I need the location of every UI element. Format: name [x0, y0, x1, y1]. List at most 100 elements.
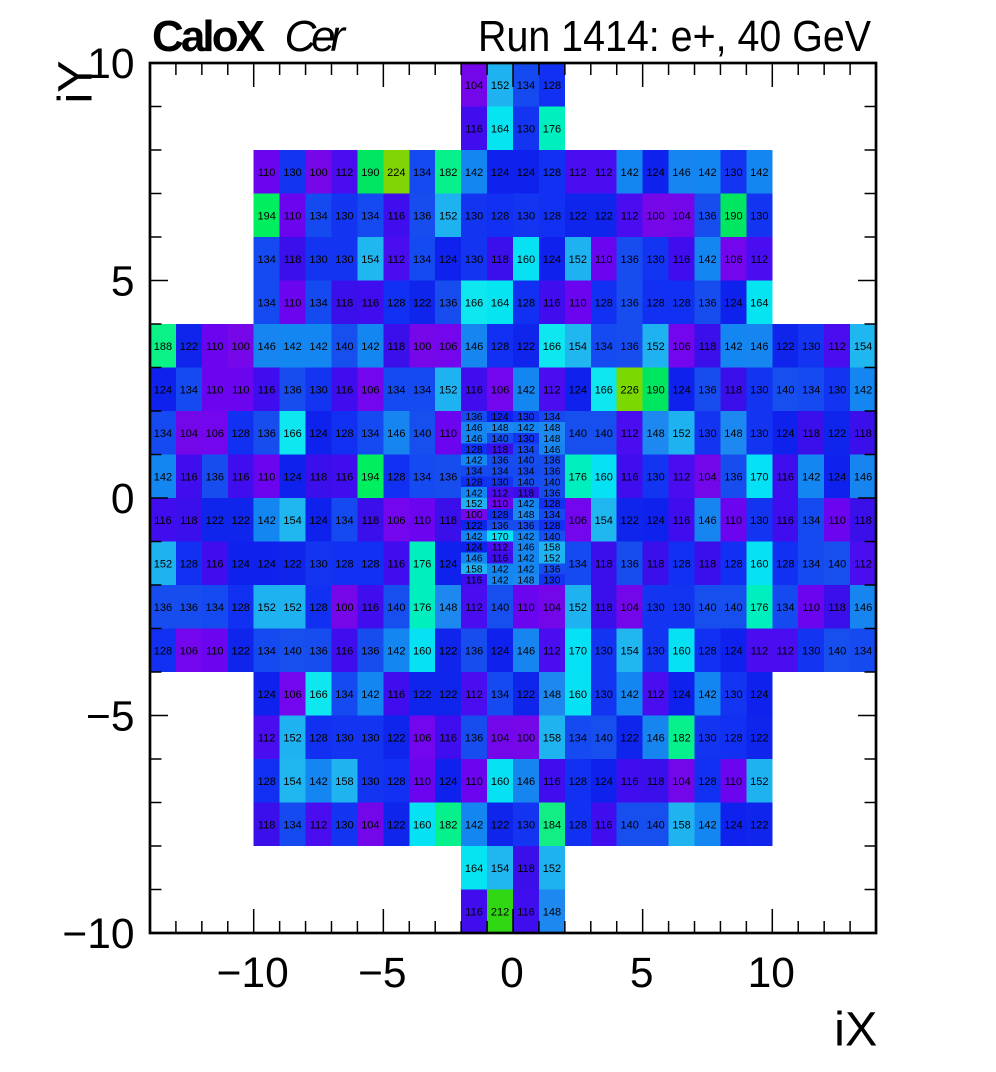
svg-text:112: 112: [310, 819, 328, 831]
svg-text:112: 112: [828, 341, 846, 353]
svg-text:128: 128: [543, 521, 560, 532]
svg-text:146: 146: [672, 167, 690, 179]
svg-text:118: 118: [336, 297, 354, 309]
svg-text:118: 118: [647, 776, 665, 788]
svg-text:136: 136: [465, 732, 483, 744]
svg-text:158: 158: [335, 776, 353, 788]
svg-text:134: 134: [413, 254, 431, 266]
svg-text:128: 128: [387, 776, 405, 788]
svg-text:106: 106: [387, 515, 405, 527]
svg-text:116: 116: [492, 554, 509, 565]
svg-text:130: 130: [646, 254, 664, 266]
svg-text:128: 128: [309, 602, 327, 614]
svg-text:136: 136: [543, 467, 560, 478]
svg-text:164: 164: [491, 297, 509, 309]
svg-text:224: 224: [387, 167, 405, 179]
svg-text:152: 152: [569, 254, 587, 266]
svg-text:128: 128: [154, 645, 172, 657]
svg-text:128: 128: [491, 210, 509, 222]
svg-text:122: 122: [750, 819, 768, 831]
svg-text:124: 124: [672, 689, 690, 701]
svg-text:164: 164: [491, 123, 509, 135]
svg-text:100: 100: [517, 732, 535, 744]
svg-text:142: 142: [698, 689, 716, 701]
svg-text:110: 110: [413, 515, 431, 527]
svg-text:146: 146: [543, 445, 560, 456]
svg-text:122: 122: [232, 515, 250, 527]
svg-text:182: 182: [439, 167, 457, 179]
svg-text:112: 112: [854, 558, 872, 570]
svg-text:110: 110: [232, 384, 250, 396]
svg-text:122: 122: [466, 521, 483, 532]
svg-text:110: 110: [206, 384, 224, 396]
svg-text:128: 128: [361, 558, 379, 570]
svg-text:130: 130: [543, 575, 560, 586]
svg-text:110: 110: [828, 515, 846, 527]
svg-text:134: 134: [569, 558, 587, 570]
svg-text:130: 130: [724, 167, 742, 179]
svg-text:106: 106: [439, 341, 457, 353]
svg-text:154: 154: [283, 515, 301, 527]
svg-text:130: 130: [465, 254, 483, 266]
svg-text:134: 134: [517, 467, 534, 478]
svg-text:148: 148: [543, 689, 561, 701]
svg-text:170: 170: [491, 532, 508, 543]
svg-text:148: 148: [543, 434, 560, 445]
svg-text:140: 140: [621, 819, 639, 831]
svg-text:146: 146: [517, 543, 534, 554]
svg-text:112: 112: [569, 167, 587, 179]
svg-text:130: 130: [698, 732, 716, 744]
svg-text:176: 176: [413, 602, 431, 614]
svg-text:134: 134: [283, 819, 301, 831]
svg-text:130: 130: [361, 776, 379, 788]
svg-text:110: 110: [492, 499, 509, 510]
svg-text:122: 122: [517, 341, 535, 353]
svg-text:160: 160: [517, 254, 535, 266]
svg-text:112: 112: [543, 645, 561, 657]
svg-text:130: 130: [517, 434, 534, 445]
svg-text:124: 124: [646, 167, 664, 179]
svg-text:106: 106: [361, 384, 379, 396]
svg-text:134: 134: [543, 412, 560, 423]
svg-text:136: 136: [698, 384, 716, 396]
svg-text:146: 146: [698, 515, 716, 527]
svg-text:136: 136: [543, 488, 560, 499]
svg-text:136: 136: [361, 645, 379, 657]
svg-text:130: 130: [750, 515, 768, 527]
svg-text:128: 128: [257, 776, 275, 788]
svg-text:130: 130: [335, 732, 353, 744]
svg-text:130: 130: [309, 558, 327, 570]
svg-text:128: 128: [466, 445, 483, 456]
svg-text:140: 140: [595, 428, 613, 440]
svg-text:142: 142: [309, 776, 327, 788]
svg-text:170: 170: [750, 471, 768, 483]
svg-text:140: 140: [387, 602, 405, 614]
svg-text:0: 0: [111, 476, 135, 523]
svg-text:128: 128: [672, 558, 690, 570]
svg-text:136: 136: [154, 602, 172, 614]
svg-text:142: 142: [465, 167, 483, 179]
svg-text:190: 190: [646, 384, 664, 396]
svg-text:130: 130: [335, 819, 353, 831]
svg-text:142: 142: [517, 384, 535, 396]
svg-text:136: 136: [698, 297, 716, 309]
svg-text:146: 146: [517, 776, 535, 788]
svg-text:160: 160: [491, 776, 509, 788]
svg-text:130: 130: [517, 123, 535, 135]
svg-text:116: 116: [388, 689, 406, 701]
svg-text:124: 124: [439, 558, 457, 570]
svg-text:170: 170: [569, 645, 587, 657]
svg-text:122: 122: [387, 732, 405, 744]
svg-text:122: 122: [569, 210, 587, 222]
svg-text:160: 160: [750, 558, 768, 570]
svg-text:142: 142: [698, 167, 716, 179]
svg-text:130: 130: [828, 384, 846, 396]
svg-text:142: 142: [724, 341, 742, 353]
svg-text:118: 118: [699, 558, 717, 570]
svg-text:116: 116: [543, 297, 561, 309]
svg-text:122: 122: [206, 515, 224, 527]
svg-text:128: 128: [672, 297, 690, 309]
svg-text:134: 134: [802, 558, 820, 570]
svg-text:136: 136: [439, 297, 457, 309]
svg-text:134: 134: [569, 732, 587, 744]
